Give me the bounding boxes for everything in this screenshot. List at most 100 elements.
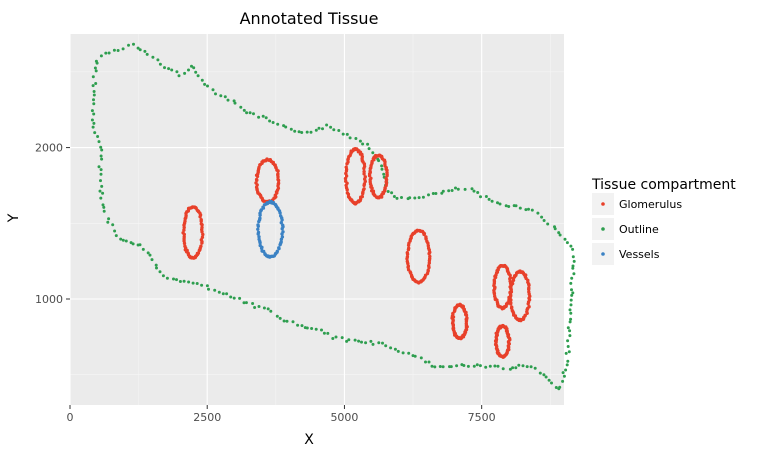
outline-point bbox=[314, 128, 318, 132]
outline-point bbox=[554, 386, 558, 389]
outline-point bbox=[196, 74, 200, 78]
outline-point bbox=[501, 367, 505, 371]
outline-point bbox=[261, 114, 265, 118]
outline-point bbox=[101, 203, 105, 207]
outline-point bbox=[141, 247, 145, 251]
vessels-point bbox=[257, 235, 261, 239]
chart-title: Annotated Tissue bbox=[240, 9, 379, 28]
glomerulus-point bbox=[406, 261, 410, 266]
outline-point bbox=[377, 159, 381, 163]
outline-point bbox=[332, 128, 336, 132]
outline-point bbox=[99, 145, 103, 149]
outline-point bbox=[354, 137, 358, 140]
outline-point bbox=[347, 338, 351, 342]
outline-point bbox=[248, 111, 252, 115]
outline-point bbox=[380, 167, 384, 171]
outline-point bbox=[244, 301, 248, 305]
outline-point bbox=[183, 71, 187, 75]
outline-point bbox=[285, 319, 289, 323]
outline-point bbox=[266, 307, 270, 311]
outline-point bbox=[91, 84, 95, 88]
axes: 0 2500 5000 7500 1000 2000 bbox=[35, 142, 496, 424]
outline-point bbox=[542, 219, 546, 222]
outline-point bbox=[419, 356, 423, 360]
outline-point bbox=[91, 75, 95, 79]
outline-point bbox=[538, 371, 542, 375]
outline-point bbox=[226, 98, 230, 102]
outline-point bbox=[175, 70, 179, 74]
outline-point bbox=[569, 244, 573, 248]
outline-point bbox=[309, 130, 313, 134]
vessels-point bbox=[256, 232, 260, 236]
outline-point bbox=[413, 196, 417, 200]
outline-point bbox=[514, 366, 518, 370]
outline-point bbox=[441, 365, 445, 369]
outline-point bbox=[92, 112, 96, 116]
outline-point bbox=[460, 363, 464, 367]
vessels-point bbox=[256, 224, 260, 228]
outline-point bbox=[214, 92, 217, 96]
outline-point bbox=[392, 195, 396, 198]
outline-point bbox=[276, 122, 280, 126]
glomerulus-point bbox=[426, 244, 430, 248]
glomerulus-point bbox=[509, 287, 513, 291]
outline-point bbox=[257, 305, 261, 308]
outline-point bbox=[253, 306, 257, 309]
x-tick-label: 7500 bbox=[468, 411, 496, 424]
outline-point bbox=[371, 151, 375, 155]
outline-point bbox=[92, 102, 96, 106]
outline-point bbox=[455, 364, 459, 368]
legend-label: Glomerulus bbox=[619, 198, 682, 211]
outline-point bbox=[116, 49, 120, 52]
outline-point bbox=[99, 154, 103, 158]
glomerulus-point bbox=[183, 217, 187, 221]
glomerulus-point bbox=[509, 298, 513, 302]
outline-point bbox=[345, 339, 349, 343]
outline-point bbox=[569, 281, 573, 285]
outline-point bbox=[205, 284, 209, 288]
outline-point bbox=[219, 94, 223, 98]
outline-point bbox=[566, 359, 570, 363]
x-axis-title: X bbox=[304, 432, 314, 448]
outline-point bbox=[466, 364, 470, 368]
outline-point bbox=[411, 354, 415, 358]
glomerulus-point bbox=[182, 241, 187, 246]
outline-point bbox=[395, 196, 399, 200]
outline-point bbox=[472, 189, 476, 193]
outline-point bbox=[326, 331, 330, 335]
outline-point bbox=[102, 209, 106, 213]
outline-point bbox=[364, 341, 368, 345]
outline-point bbox=[566, 326, 570, 330]
outline-point bbox=[377, 341, 381, 345]
outline-point bbox=[569, 311, 573, 315]
glomerulus-point bbox=[182, 232, 186, 237]
outline-point bbox=[112, 48, 116, 52]
glomerulus-point bbox=[199, 218, 203, 222]
outline-point bbox=[571, 255, 575, 259]
glomerulus-point bbox=[527, 305, 531, 309]
outline-point bbox=[190, 64, 193, 68]
outline-point bbox=[401, 351, 405, 355]
vessels-point bbox=[256, 227, 260, 231]
outline-point bbox=[136, 243, 140, 247]
outline-point bbox=[542, 373, 546, 377]
glomerulus-point bbox=[200, 225, 204, 230]
outline-point bbox=[239, 105, 243, 109]
outline-point bbox=[200, 78, 204, 82]
outline-point bbox=[550, 381, 553, 385]
outline-point bbox=[572, 272, 576, 276]
outline-point bbox=[407, 351, 411, 355]
outline-point bbox=[99, 168, 103, 172]
outline-point bbox=[104, 51, 108, 55]
outline-point bbox=[475, 363, 479, 367]
outline-point bbox=[96, 135, 100, 138]
outline-point bbox=[296, 323, 300, 327]
outline-point bbox=[504, 204, 508, 208]
glomerulus-point bbox=[362, 187, 366, 191]
outline-point bbox=[353, 338, 357, 342]
outline-point bbox=[252, 112, 255, 116]
outline-point bbox=[557, 387, 561, 391]
glomerulus-point bbox=[451, 324, 455, 328]
outline-point bbox=[303, 326, 307, 330]
outline-point bbox=[163, 66, 166, 70]
